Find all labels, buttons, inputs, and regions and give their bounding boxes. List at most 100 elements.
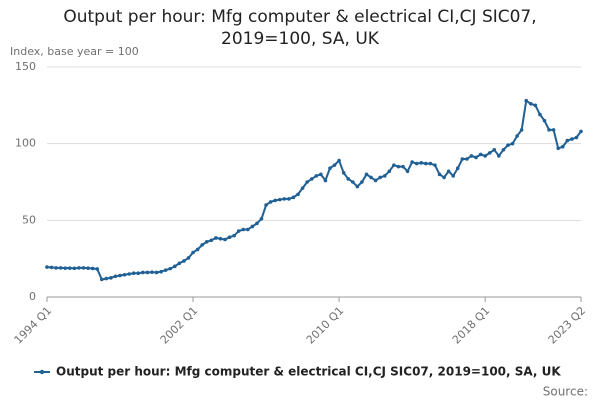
- series-line: [46, 99, 582, 281]
- data-point: [405, 169, 410, 174]
- data-point: [492, 148, 497, 152]
- x-tick-label: 2018 Q1: [450, 304, 493, 347]
- data-point: [109, 276, 113, 280]
- data-point: [209, 238, 214, 243]
- data-point: [236, 229, 241, 233]
- data-point: [455, 166, 460, 170]
- data-point: [163, 268, 168, 272]
- data-point: [136, 271, 141, 276]
- data-point: [419, 161, 424, 165]
- y-tick-label: 150: [15, 60, 36, 73]
- data-point: [159, 269, 163, 274]
- data-point: [547, 128, 551, 132]
- data-point: [506, 143, 510, 147]
- legend-marker: [39, 369, 45, 375]
- data-point: [469, 154, 474, 158]
- chart-title: Output per hour: Mfg computer & electric…: [63, 7, 537, 49]
- data-point: [214, 236, 218, 240]
- data-point: [319, 172, 323, 177]
- data-point: [172, 264, 177, 269]
- data-point: [392, 163, 396, 167]
- data-point: [122, 272, 127, 277]
- data-point: [86, 266, 90, 270]
- data-point: [382, 174, 387, 178]
- data-point: [182, 259, 186, 263]
- x-tick-label: 2002 Q1: [158, 304, 201, 347]
- data-point: [570, 137, 574, 141]
- data-point: [49, 265, 54, 270]
- data-point: [63, 266, 68, 270]
- data-point: [168, 266, 173, 271]
- data-point: [141, 270, 145, 275]
- data-point: [72, 266, 77, 271]
- data-point: [81, 266, 86, 270]
- data-point: [364, 172, 369, 177]
- data-point: [579, 129, 583, 134]
- data-point: [323, 178, 328, 183]
- data-point: [223, 237, 227, 242]
- data-point: [574, 135, 579, 140]
- data-point: [305, 180, 309, 184]
- data-point: [451, 174, 456, 178]
- data-point: [410, 160, 414, 164]
- data-point: [54, 266, 58, 270]
- data-point: [264, 203, 268, 207]
- data-point: [118, 273, 122, 278]
- data-point: [465, 157, 469, 161]
- data-point: [437, 172, 442, 177]
- data-point: [200, 243, 204, 247]
- data-point: [99, 277, 104, 282]
- data-point: [131, 271, 136, 276]
- data-point: [58, 266, 63, 270]
- data-point: [273, 198, 278, 203]
- data-point: [478, 152, 483, 157]
- data-point: [533, 103, 538, 108]
- data-point: [433, 163, 437, 167]
- source: Source:: [543, 385, 588, 399]
- data-point: [195, 247, 200, 252]
- data-point: [556, 146, 560, 151]
- data-point: [551, 128, 556, 132]
- data-point: [218, 236, 223, 241]
- y-tick-label: 100: [15, 137, 36, 150]
- data-point: [474, 155, 478, 160]
- data-point: [95, 267, 100, 271]
- data-point: [442, 175, 446, 180]
- data-point: [296, 192, 300, 197]
- data-point: [277, 197, 282, 202]
- data-point: [487, 151, 492, 155]
- y-axis-label: Index, base year = 100: [10, 45, 139, 58]
- x-tick-label: 1994 Q1: [12, 304, 55, 347]
- data-point: [483, 154, 487, 158]
- data-point: [90, 266, 95, 271]
- x-tick-label: 2010 Q1: [304, 304, 347, 347]
- y-tick-label: 50: [22, 213, 36, 226]
- data-point: [378, 175, 382, 180]
- data-point: [246, 227, 250, 232]
- data-point: [446, 169, 451, 174]
- y-tick-label: 0: [29, 290, 36, 303]
- data-point: [268, 200, 273, 204]
- data-point: [204, 240, 209, 244]
- data-point: [241, 227, 246, 232]
- data-point: [542, 118, 547, 123]
- data-point: [373, 178, 378, 183]
- data-point: [227, 235, 232, 239]
- data-point: [113, 274, 118, 279]
- data-point: [309, 177, 314, 181]
- x-tick-label: 2023 Q2: [546, 304, 589, 347]
- data-point: [255, 221, 259, 226]
- data-point: [414, 161, 419, 166]
- data-point: [355, 184, 360, 189]
- data-point: [45, 265, 49, 269]
- data-point: [360, 180, 364, 184]
- data-point: [337, 158, 341, 163]
- data-point: [145, 270, 150, 275]
- data-point: [177, 261, 182, 266]
- data-point: [387, 169, 392, 174]
- data-point: [346, 177, 351, 181]
- legend-label: Output per hour: Mfg computer & electric…: [56, 365, 561, 379]
- data-point: [460, 157, 465, 161]
- data-point: [510, 141, 515, 146]
